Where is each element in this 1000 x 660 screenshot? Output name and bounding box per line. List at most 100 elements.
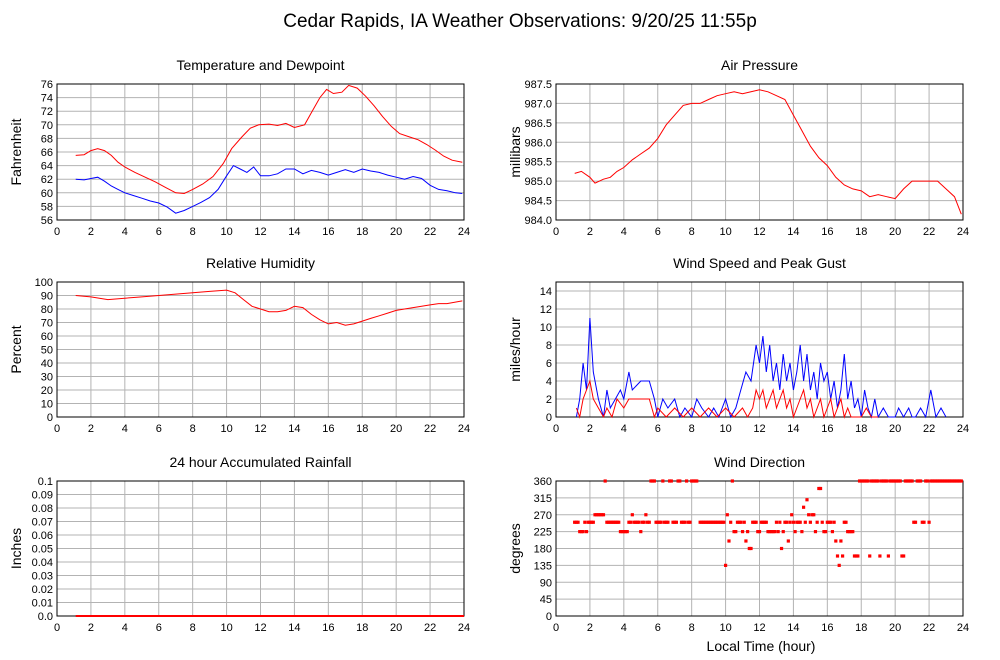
data-point — [946, 479, 950, 483]
y-tick-label: 0.06 — [32, 530, 53, 542]
series-line-0 — [575, 317, 947, 419]
y-tick-label: 360 — [534, 476, 552, 488]
data-point — [863, 479, 867, 483]
data-point — [781, 530, 785, 534]
x-tick-label: 0 — [54, 622, 60, 634]
y-tick-label: 986.0 — [524, 137, 552, 149]
data-point — [869, 479, 874, 483]
chart-title: Wind Direction — [714, 454, 805, 470]
data-point — [890, 479, 894, 483]
y-tick-label: 30 — [41, 372, 53, 384]
y-tick-label: 100 — [35, 277, 53, 289]
data-point — [679, 520, 684, 524]
data-point — [629, 520, 633, 524]
data-point — [693, 479, 697, 483]
data-point — [779, 546, 784, 551]
y-tick-label: 0.04 — [32, 557, 53, 569]
x-tick-label: 14 — [787, 622, 799, 634]
y-tick-label: 985.0 — [524, 176, 552, 188]
data-point — [723, 563, 728, 567]
data-point — [919, 479, 923, 483]
data-point — [579, 530, 584, 534]
x-tick-label: 20 — [390, 226, 402, 238]
data-point — [912, 520, 916, 524]
data-point — [596, 513, 600, 517]
data-point — [944, 479, 948, 483]
x-tick-label: 18 — [356, 423, 368, 435]
y-tick-label: 315 — [534, 493, 552, 505]
data-point — [886, 554, 890, 558]
x-tick-label: 8 — [190, 622, 196, 634]
data-point — [656, 520, 660, 524]
chart-dir: 0 2 4 6 8 10 12 14 16 18 20 22 240459013518022527031… — [507, 454, 969, 634]
data-point — [934, 479, 938, 483]
data-point — [701, 520, 706, 524]
x-tick-label: 6 — [655, 622, 661, 634]
x-tick-label: 2 — [587, 622, 593, 634]
x-tick-label: 10 — [719, 622, 731, 634]
data-point — [827, 520, 831, 524]
x-tick-label: 0 — [553, 226, 559, 238]
data-point — [900, 554, 904, 558]
data-point — [830, 530, 835, 534]
data-point — [949, 479, 953, 483]
data-point — [825, 520, 829, 524]
x-tick-label: 0 — [553, 423, 559, 435]
x-tick-label: 4 — [122, 423, 128, 435]
data-point — [590, 520, 594, 524]
data-point — [905, 479, 909, 483]
y-tick-label: 68 — [41, 133, 53, 145]
data-point — [576, 520, 580, 524]
data-point — [730, 479, 734, 483]
x-tick-label: 0 — [553, 622, 559, 634]
data-point — [773, 530, 777, 534]
data-point — [873, 479, 877, 483]
data-point — [598, 513, 602, 517]
x-tick-label: 4 — [122, 226, 128, 238]
data-point — [762, 520, 767, 524]
data-point — [613, 520, 617, 524]
data-point — [657, 520, 662, 524]
chart-title: 24 hour Accumulated Rainfall — [169, 454, 351, 470]
series-points — [573, 479, 963, 567]
data-point — [683, 520, 687, 524]
data-point — [742, 520, 746, 524]
x-tick-label: 0 — [54, 226, 60, 238]
data-point — [637, 520, 641, 524]
y-tick-label: 135 — [534, 560, 552, 572]
x-tick-label: 8 — [689, 423, 695, 435]
data-point — [798, 520, 802, 524]
data-point — [664, 520, 668, 524]
y-tick-label: 74 — [41, 93, 53, 105]
data-point — [813, 530, 818, 534]
data-point — [929, 479, 933, 483]
x-tick-label: 16 — [322, 423, 334, 435]
data-point — [674, 520, 679, 524]
data-point — [854, 554, 858, 558]
data-point — [732, 530, 736, 534]
plot-border — [555, 83, 964, 221]
data-point — [952, 479, 957, 483]
data-point — [661, 479, 665, 483]
x-tick-label: 20 — [889, 226, 901, 238]
data-point — [612, 520, 616, 524]
x-tick-label: 6 — [156, 226, 162, 238]
data-point — [917, 479, 921, 483]
data-point — [720, 520, 724, 524]
x-tick-label: 22 — [923, 423, 935, 435]
data-point — [803, 520, 807, 524]
x-tick-label: 14 — [787, 226, 799, 238]
data-point — [729, 520, 733, 524]
y-tick-label: 225 — [534, 527, 552, 539]
y-axis-label: Inches — [8, 528, 24, 569]
data-point — [662, 520, 667, 524]
data-point — [817, 486, 821, 491]
y-tick-label: 984.0 — [524, 215, 552, 227]
data-point — [849, 530, 853, 534]
data-point — [907, 479, 911, 483]
x-tick-label: 2 — [88, 423, 94, 435]
data-point — [737, 520, 741, 524]
chart-rain: 0 2 4 6 8 10 12 14 16 18 20 22 240.00.010.020.030.04… — [8, 454, 470, 634]
x-tick-label: 6 — [655, 423, 661, 435]
data-point — [859, 479, 863, 483]
